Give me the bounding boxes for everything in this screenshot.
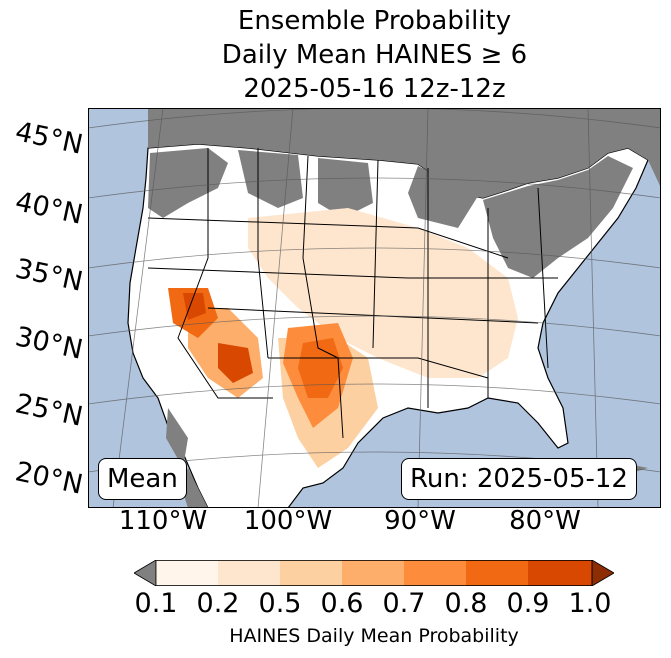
colorbar-tick-5: 0.8 bbox=[444, 588, 488, 619]
title-line-1: Ensemble Probability bbox=[237, 6, 512, 36]
canada-land bbox=[148, 108, 661, 198]
colorbar-tick-7: 1.0 bbox=[568, 588, 612, 619]
title-line-2: Daily Mean HAINES ≥ 6 bbox=[221, 40, 528, 70]
colorbar-bin-2 bbox=[218, 560, 280, 586]
lon-label-110: 110°W bbox=[118, 506, 208, 536]
lat-label-20: 20°N bbox=[12, 456, 86, 501]
colorbar-bin-1 bbox=[156, 560, 218, 586]
colorbar-tick-2: 0.5 bbox=[258, 588, 302, 619]
lat-label-35: 35°N bbox=[12, 253, 86, 298]
colorbar-bin-5 bbox=[404, 560, 466, 586]
stat-label-box: Mean bbox=[98, 458, 187, 500]
lat-label-40: 40°N bbox=[12, 186, 86, 231]
colorbar-bin-6 bbox=[466, 560, 528, 586]
lat-label-25: 25°N bbox=[12, 388, 86, 433]
colorbar-bin-3 bbox=[280, 560, 342, 586]
colorbar-label: HAINES Daily Mean Probability bbox=[229, 625, 519, 647]
colorbar-bin-4 bbox=[342, 560, 404, 586]
probability-map bbox=[88, 108, 661, 508]
colorbar-tick-3: 0.6 bbox=[320, 588, 364, 619]
state-borders bbox=[147, 148, 558, 439]
colorbar-tick-6: 0.9 bbox=[506, 588, 550, 619]
colorbar-bin-7 bbox=[528, 560, 592, 586]
colorbar-under-arrow bbox=[134, 560, 157, 586]
probability-shading bbox=[168, 208, 518, 468]
lat-label-30: 30°N bbox=[12, 321, 86, 366]
lat-label-45: 45°N bbox=[12, 116, 86, 161]
colorbar-tick-1: 0.2 bbox=[196, 588, 240, 619]
colorbar-tick-4: 0.7 bbox=[382, 588, 426, 619]
colorbar-over-arrow bbox=[591, 560, 614, 586]
title-line-3: 2025-05-16 12z-12z bbox=[243, 74, 506, 104]
lon-label-80: 80°W bbox=[509, 506, 581, 536]
lon-label-100: 100°W bbox=[243, 506, 333, 536]
lon-label-90: 90°W bbox=[384, 506, 456, 536]
colorbar-tick-0: 0.1 bbox=[134, 588, 178, 619]
run-label-box: Run: 2025-05-12 bbox=[401, 458, 637, 500]
colorbar bbox=[134, 560, 614, 586]
